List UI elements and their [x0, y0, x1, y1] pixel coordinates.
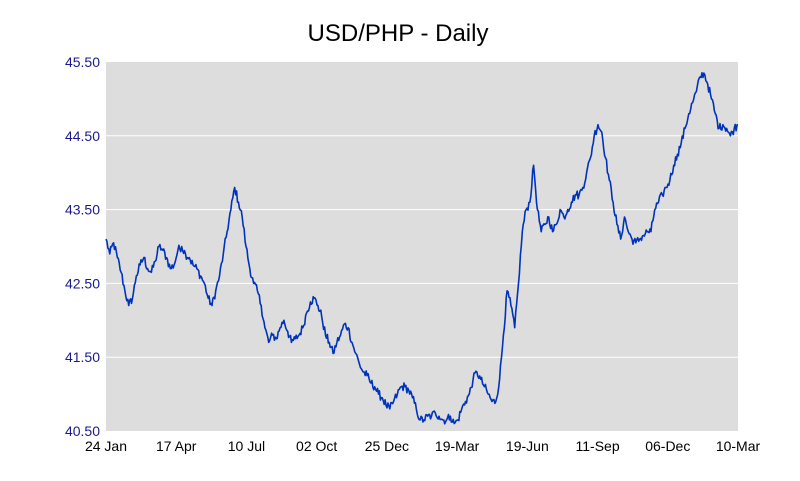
x-tick-label: 17 Apr	[156, 438, 197, 454]
x-tick-label: 24 Jan	[85, 438, 127, 454]
chart-title: USD/PHP - Daily	[308, 20, 489, 47]
y-tick-label: 40.50	[65, 423, 100, 439]
x-tick-label: 19-Jun	[506, 438, 549, 454]
series-line	[105, 72, 739, 425]
y-tick-label: 41.50	[65, 349, 100, 365]
x-axis-ticks: 24 Jan 17 Apr 10 Jul 02 Oct 25 Dec 19-Mar 19-J…	[85, 438, 761, 454]
x-tick-label: 11-Sep	[576, 438, 620, 454]
x-tick-label: 19-Mar	[435, 438, 480, 454]
y-tick-label: 43.50	[65, 202, 100, 218]
x-tick-label: 06-Dec	[645, 438, 690, 454]
x-tick-label: 25 Dec	[365, 438, 409, 454]
x-tick-label: 02 Oct	[296, 438, 337, 454]
y-axis-ticks: 40.50 41.50 42.50 43.50 44.50 45.50	[65, 54, 100, 439]
gridlines	[106, 135, 738, 358]
y-tick-label: 44.50	[65, 128, 100, 144]
y-tick-label: 42.50	[65, 275, 100, 291]
plot-area	[106, 62, 738, 431]
y-tick-label: 45.50	[65, 54, 100, 70]
x-tick-label: 10 Jul	[228, 438, 265, 454]
x-tick-label: 10-Mar	[716, 438, 761, 454]
series-line-group	[105, 72, 739, 425]
